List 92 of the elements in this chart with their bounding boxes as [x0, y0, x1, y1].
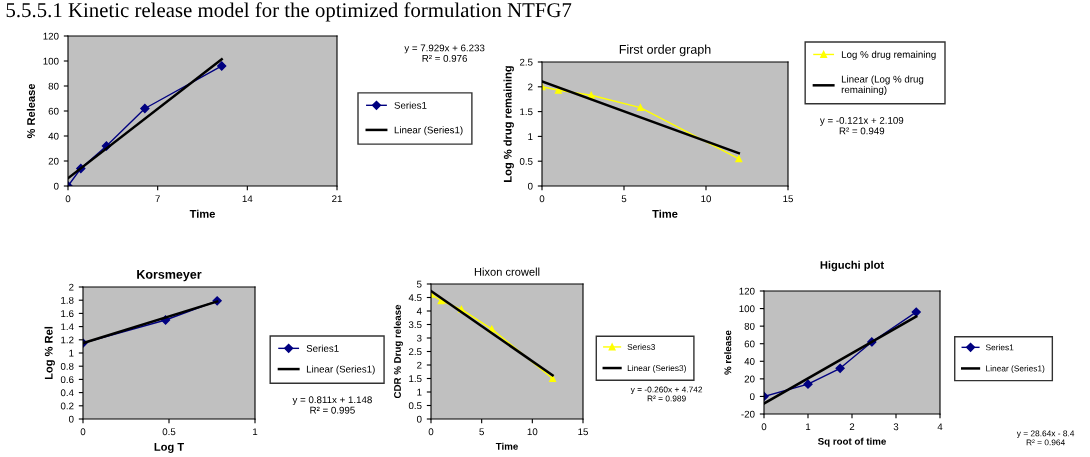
y-tick-label: 80	[48, 82, 59, 90]
legend-label: Linear (Log % drug remaining)	[841, 75, 924, 95]
y-tick-label: 4.5	[408, 294, 422, 302]
y-axis-title: Log % drug remaining	[503, 66, 514, 182]
chart-title: Higuchi plot	[820, 260, 884, 272]
x-tick-label: 3	[893, 423, 899, 431]
text: y = -0.260x + 4.742 R² = 0.989	[630, 386, 703, 402]
legend-label: Series3	[627, 343, 656, 350]
legend-label: Series1	[985, 344, 1014, 351]
text: y = 28.64x - 8.4 R² = 0.964	[1016, 430, 1075, 446]
y-tick-label: 0.2	[60, 402, 74, 410]
x-tick-label: 0.5	[162, 428, 176, 436]
y-tick-label: 0.5	[408, 402, 422, 410]
x-tick-label: 14	[242, 195, 253, 203]
y-tick-label: 1.2	[61, 336, 74, 344]
y-tick-label: 2	[69, 283, 74, 291]
y-tick-label: 0.6	[60, 376, 74, 384]
x-tick-label: 0	[761, 423, 767, 431]
y-tick-label: 3.5	[408, 321, 422, 329]
y-tick-label: 120	[43, 32, 59, 40]
x-tick-label: 7	[155, 195, 160, 203]
x-tick-label: 0	[80, 428, 86, 436]
y-tick-label: 1.5	[520, 108, 533, 116]
y-tick-label: 120	[739, 287, 755, 295]
x-tick-label: 0	[539, 195, 545, 203]
x-axis-title: Log T	[154, 443, 184, 453]
y-tick-label: -20	[741, 410, 755, 418]
y-tick-label: 40	[48, 132, 59, 140]
x-tick-label: 15	[578, 428, 588, 436]
y-tick-label: 100	[43, 57, 59, 65]
y-tick-label: 0	[527, 182, 533, 190]
legend-label: Linear (Series3)	[627, 364, 686, 373]
text: y = 0.811x + 1.148 R² = 0.995	[292, 396, 372, 414]
text: y = -0.121x + 2.109 R² = 0.949	[819, 116, 904, 135]
y-tick-label: 1	[417, 388, 422, 396]
y-axis-title: % Release	[26, 83, 35, 139]
y-tick-label: 0.5	[519, 157, 533, 165]
x-axis-title: Time	[189, 209, 215, 218]
y-tick-label: 1	[528, 133, 533, 140]
y-axis-title: % release	[724, 330, 732, 375]
legend-label: Linear (Series1)	[306, 365, 375, 375]
y-tick-label: 80	[744, 322, 755, 330]
y-tick-label: 2	[528, 83, 533, 91]
y-tick-label: 20	[744, 375, 755, 383]
x-tick-label: 2	[849, 423, 855, 431]
y-axis-title: CDR % Drug release	[393, 304, 403, 399]
x-tick-label: 10	[527, 428, 538, 436]
x-tick-label: 21	[332, 195, 342, 203]
y-tick-label: 20	[48, 157, 59, 165]
y-tick-label: 1.5	[409, 375, 422, 383]
y-tick-label: 4	[416, 307, 422, 315]
y-tick-label: 1.6	[61, 310, 74, 318]
y-tick-label: 2	[417, 361, 422, 369]
y-tick-label: 5	[416, 280, 422, 288]
y-tick-label: 0	[68, 415, 74, 423]
x-tick-label: 5	[621, 195, 627, 203]
y-tick-label: 2.5	[408, 348, 422, 356]
y-tick-label: 1.8	[61, 296, 74, 304]
y-tick-label: 40	[744, 358, 755, 365]
x-tick-label: 10	[701, 195, 712, 203]
y-tick-label: 0.8	[60, 362, 74, 370]
y-tick-label: 3	[416, 334, 422, 342]
text: 5.5.5.1 Kinetic release model for the optimized formulation NTFG7	[6, 2, 572, 22]
legend-label: Series1	[306, 344, 339, 352]
y-tick-label: 0	[416, 415, 422, 423]
text: y = 7.929x + 6.233 R² = 0.976	[404, 44, 485, 62]
legend-label: Linear (Series1)	[394, 126, 463, 136]
legend-label: Series1	[394, 101, 427, 109]
legend-label: Linear (Series1)	[986, 365, 1045, 374]
chart-title: Korsmeyer	[137, 270, 202, 282]
y-tick-label: 0	[53, 182, 59, 190]
x-tick-label: 1	[253, 428, 258, 436]
x-axis-title: Time	[495, 442, 518, 450]
y-axis-title: Log % Rel	[44, 326, 55, 380]
x-tick-label: 15	[783, 195, 793, 203]
x-tick-label: 0	[428, 428, 434, 436]
y-tick-label: 0.4	[60, 389, 74, 397]
y-tick-label: 60	[48, 107, 59, 115]
y-tick-label: 0	[749, 393, 755, 401]
y-tick-label: 60	[744, 340, 755, 348]
y-tick-label: 2.5	[519, 58, 533, 66]
y-tick-label: 1.4	[61, 323, 74, 331]
x-tick-label: 4	[937, 423, 943, 431]
y-tick-label: 100	[739, 305, 755, 313]
x-axis-title: Time	[652, 209, 678, 218]
chart-title: First order graph	[619, 44, 711, 57]
chart-title: Hixon crowell	[474, 267, 540, 276]
x-tick-label: 1	[806, 423, 811, 431]
legend-label: Log % drug remaining	[841, 50, 936, 60]
y-tick-label: 1	[69, 349, 74, 357]
x-tick-label: 5	[479, 428, 484, 436]
x-axis-title: Sq root of time	[817, 437, 886, 447]
